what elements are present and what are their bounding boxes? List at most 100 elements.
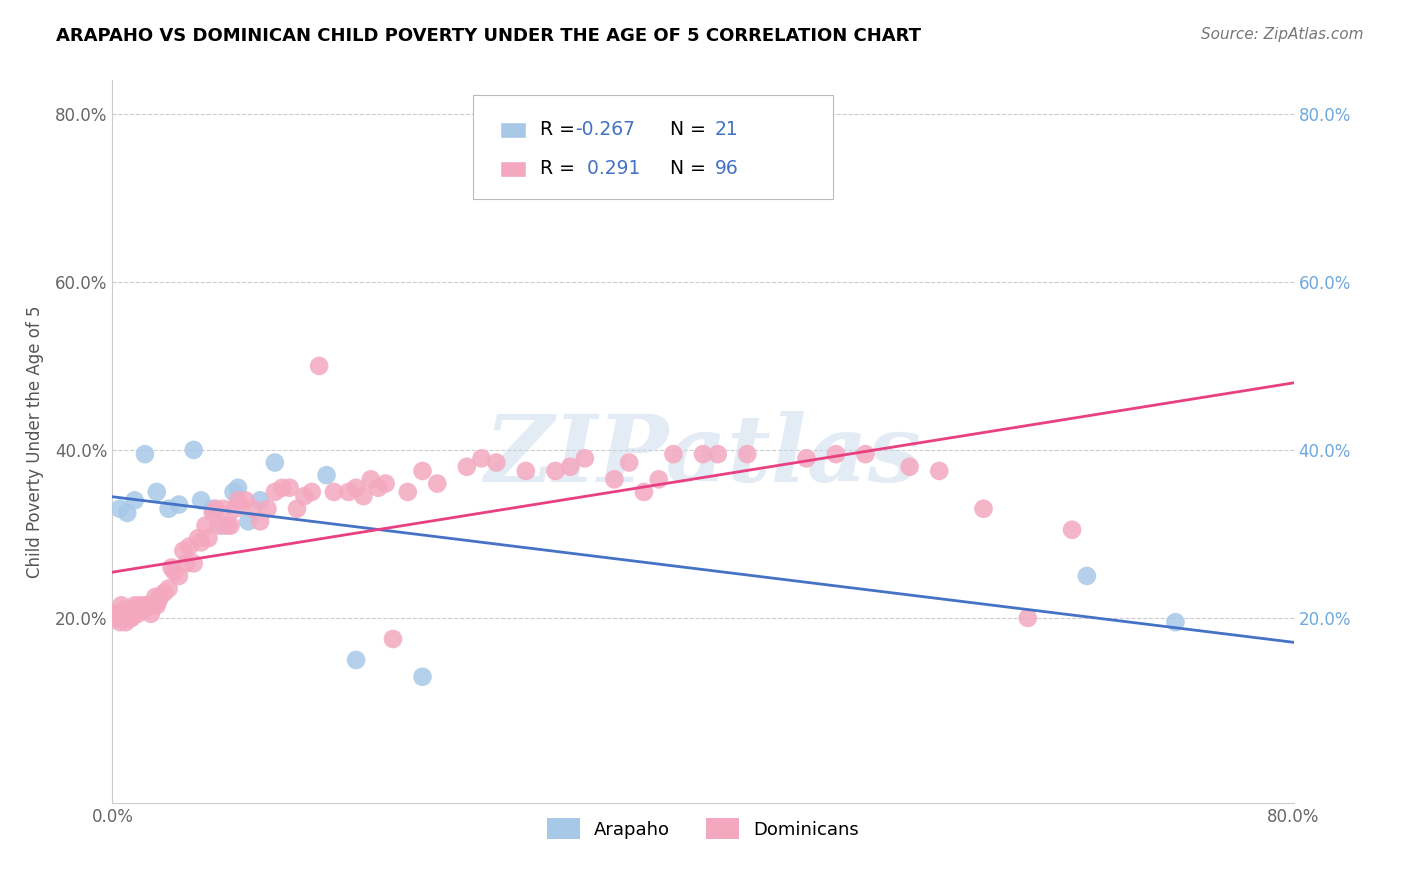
Point	[110, 599, 132, 613]
Point	[224, 501, 246, 516]
Point	[132, 602, 155, 616]
Point	[157, 501, 180, 516]
Y-axis label: Child Poverty Under the Age of 5: Child Poverty Under the Age of 5	[25, 305, 44, 578]
Text: -0.267: -0.267	[575, 120, 636, 139]
Point	[271, 481, 294, 495]
Point	[167, 569, 190, 583]
Point	[217, 518, 239, 533]
Point	[128, 599, 150, 613]
Point	[898, 459, 921, 474]
Text: 96: 96	[714, 159, 738, 178]
Point	[118, 611, 141, 625]
Text: Source: ZipAtlas.com: Source: ZipAtlas.com	[1201, 27, 1364, 42]
Point	[1062, 523, 1084, 537]
Point	[603, 472, 626, 486]
FancyBboxPatch shape	[501, 161, 526, 177]
Point	[104, 611, 127, 625]
Point	[633, 485, 655, 500]
Point	[205, 501, 228, 516]
Point	[117, 506, 138, 520]
Point	[141, 599, 163, 613]
Point	[124, 493, 146, 508]
Point	[212, 518, 235, 533]
Point	[233, 493, 256, 508]
Text: 21: 21	[714, 120, 738, 139]
Point	[470, 451, 494, 466]
Point	[190, 535, 212, 549]
Point	[396, 485, 419, 500]
Point	[146, 485, 169, 500]
Point	[149, 590, 172, 604]
Point	[108, 501, 131, 516]
Point	[855, 447, 877, 461]
Text: ARAPAHO VS DOMINICAN CHILD POVERTY UNDER THE AGE OF 5 CORRELATION CHART: ARAPAHO VS DOMINICAN CHILD POVERTY UNDER…	[56, 27, 921, 45]
Point	[143, 590, 166, 604]
Point	[114, 615, 136, 630]
Point	[134, 447, 156, 461]
Point	[105, 607, 128, 621]
Point	[208, 518, 231, 533]
Point	[238, 514, 260, 528]
Point	[127, 607, 149, 621]
Point	[135, 599, 157, 613]
Point	[337, 485, 360, 500]
Point	[108, 615, 131, 630]
Point	[344, 653, 367, 667]
Point	[187, 531, 209, 545]
Point	[212, 501, 235, 516]
Point	[183, 557, 205, 571]
Point	[167, 498, 190, 512]
Point	[426, 476, 449, 491]
Point	[619, 456, 641, 470]
Text: N =: N =	[669, 159, 706, 178]
Point	[278, 481, 301, 495]
Point	[163, 565, 186, 579]
Point	[647, 472, 671, 486]
Point	[122, 602, 145, 616]
Text: N =: N =	[669, 120, 706, 139]
Point	[973, 501, 995, 516]
Point	[120, 611, 142, 625]
Point	[112, 602, 135, 616]
Point	[1164, 615, 1187, 630]
Point	[226, 481, 249, 495]
Text: R =: R =	[540, 120, 575, 139]
Point	[264, 456, 287, 470]
Point	[662, 447, 685, 461]
Point	[308, 359, 330, 373]
Point	[285, 501, 308, 516]
Point	[174, 557, 197, 571]
Point	[194, 518, 217, 533]
Point	[125, 602, 148, 616]
Point	[485, 456, 508, 470]
Point	[796, 451, 818, 466]
Point	[226, 493, 249, 508]
Point	[1076, 569, 1098, 583]
Point	[172, 543, 194, 558]
Point	[374, 476, 396, 491]
Point	[131, 602, 153, 616]
Point	[134, 599, 156, 613]
Point	[411, 670, 433, 684]
Point	[360, 472, 382, 486]
Point	[323, 485, 346, 500]
Point	[515, 464, 537, 478]
Point	[139, 607, 162, 621]
Point	[142, 599, 165, 613]
Point	[249, 514, 271, 528]
FancyBboxPatch shape	[501, 121, 526, 137]
Point	[117, 611, 138, 625]
Point	[411, 464, 433, 478]
Point	[382, 632, 405, 646]
Text: 0.291: 0.291	[575, 159, 641, 178]
Point	[242, 501, 264, 516]
Point	[344, 481, 367, 495]
Legend: Arapaho, Dominicans: Arapaho, Dominicans	[538, 809, 868, 848]
Point	[121, 611, 143, 625]
Point	[706, 447, 728, 461]
Point	[824, 447, 846, 461]
Point	[256, 501, 278, 516]
Point	[219, 518, 242, 533]
Text: ZIPatlas: ZIPatlas	[485, 411, 921, 501]
Point	[179, 540, 201, 554]
